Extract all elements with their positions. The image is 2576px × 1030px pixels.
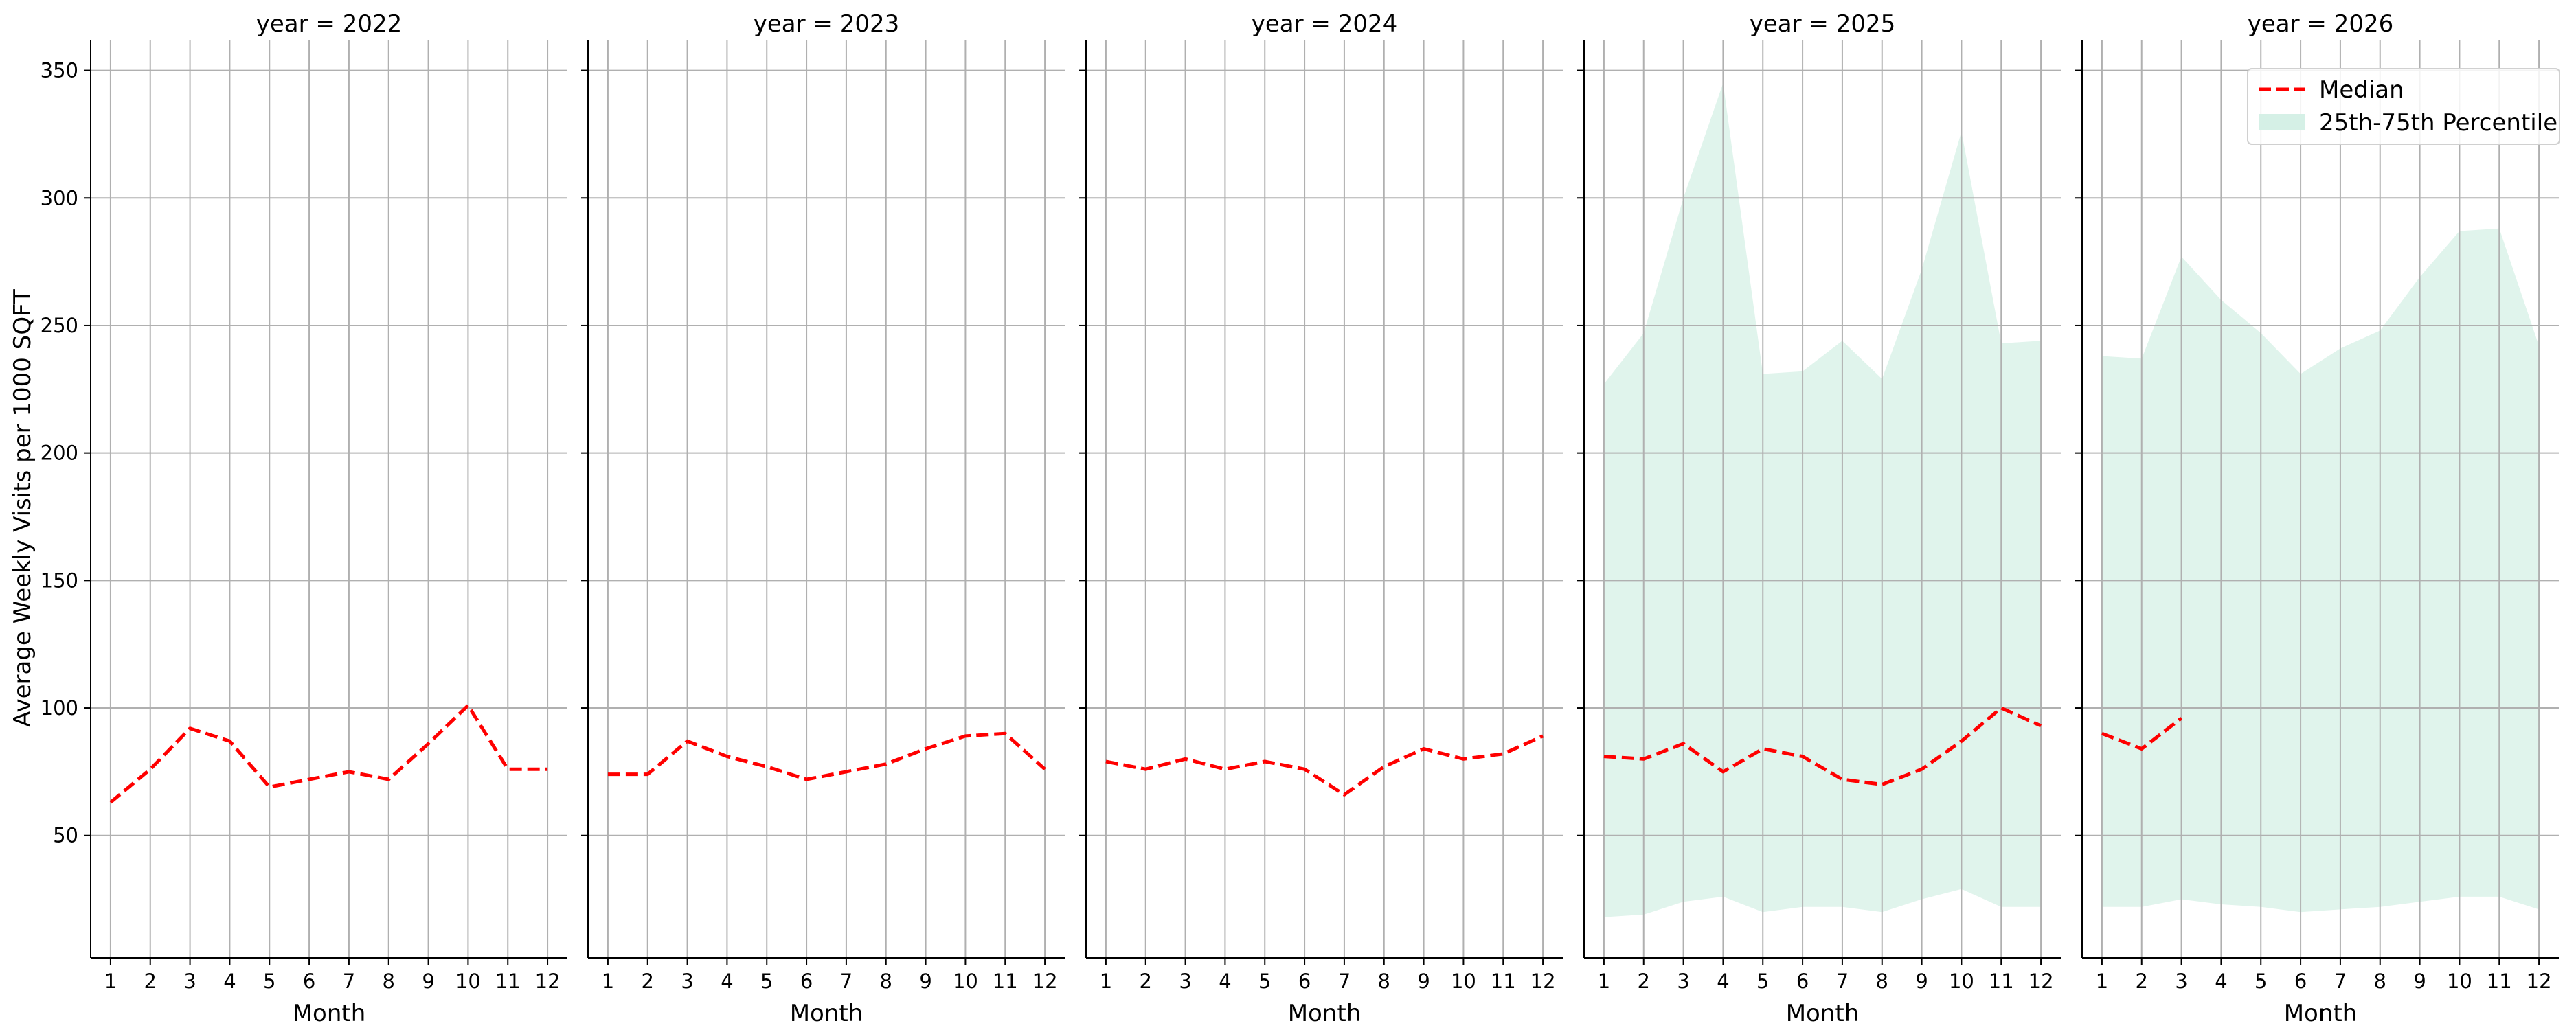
panels-group: 1 2 3 4 5 6 7 8 9 10 11 1250100150200250300350year … <box>41 10 2559 1027</box>
x-tick-label: 12 <box>1530 970 1556 993</box>
y-tick-label: 150 <box>41 569 78 592</box>
x-axis-label: Month <box>2284 1000 2358 1027</box>
x-tick-label: 3 <box>2175 970 2187 993</box>
median-line <box>1105 734 1544 797</box>
x-tick-label: 9 <box>919 970 931 993</box>
x-tick-label: 3 <box>1677 970 1689 993</box>
y-tick-label: 300 <box>41 186 78 209</box>
x-tick-label: 7 <box>1338 970 1351 993</box>
y-axis-label: Average Weekly Visits per 1000 SQFT <box>9 289 36 727</box>
y-tick-label: 200 <box>41 442 78 465</box>
x-tick-label: 5 <box>263 970 275 993</box>
x-tick-label: 9 <box>1417 970 1430 993</box>
x-tick-label: 6 <box>303 970 315 993</box>
x-tick-label: 2 <box>1638 970 1650 993</box>
x-axis-label: Month <box>1786 1000 1860 1027</box>
x-tick-label: 8 <box>383 970 395 993</box>
x-tick-label: 2 <box>2136 970 2148 993</box>
x-tick-label: 9 <box>422 970 434 993</box>
x-tick-label: 1 <box>602 970 614 993</box>
panel-title: year = 2024 <box>1252 10 1397 38</box>
y-tick-label: 50 <box>53 824 78 847</box>
x-tick-label: 11 <box>993 970 1018 993</box>
x-tick-label: 1 <box>2096 970 2108 993</box>
x-tick-label: 6 <box>2294 970 2307 993</box>
x-tick-label: 12 <box>2029 970 2054 993</box>
x-axis-label: Month <box>790 1000 863 1027</box>
x-tick-label: 7 <box>343 970 355 993</box>
panel-title: year = 2022 <box>256 10 402 38</box>
x-tick-label: 3 <box>1179 970 1191 993</box>
x-tick-label: 10 <box>1451 970 1476 993</box>
x-tick-label: 8 <box>1876 970 1888 993</box>
x-tick-label: 2 <box>1140 970 1152 993</box>
x-tick-label: 1 <box>1100 970 1112 993</box>
panel-title: year = 2023 <box>754 10 899 38</box>
x-tick-label: 7 <box>840 970 852 993</box>
x-tick-label: 2 <box>144 970 157 993</box>
x-tick-label: 10 <box>953 970 978 993</box>
legend-band-swatch <box>2259 114 2305 130</box>
x-axis-label: Month <box>1288 1000 1362 1027</box>
y-tick-label: 100 <box>41 696 78 720</box>
x-tick-label: 9 <box>2413 970 2426 993</box>
panel-1: 1 2 3 4 5 6 7 8 9 10 11 1250100150200250300350year … <box>41 10 567 1027</box>
x-tick-label: 7 <box>2334 970 2347 993</box>
legend: Median 25th-75th Percentile <box>2247 68 2560 145</box>
x-tick-label: 4 <box>2215 970 2227 993</box>
x-tick-label: 11 <box>495 970 521 993</box>
x-tick-label: 4 <box>1219 970 1231 993</box>
x-tick-label: 10 <box>2447 970 2472 993</box>
x-tick-label: 12 <box>1032 970 1058 993</box>
x-tick-label: 8 <box>1378 970 1390 993</box>
legend-label: Median <box>2319 76 2404 104</box>
x-tick-label: 6 <box>1796 970 1809 993</box>
x-tick-label: 5 <box>760 970 773 993</box>
x-tick-label: 10 <box>455 970 481 993</box>
x-tick-label: 6 <box>800 970 813 993</box>
x-tick-label: 11 <box>1491 970 1516 993</box>
x-tick-label: 5 <box>1258 970 1271 993</box>
percentile-band <box>2101 228 2540 913</box>
x-tick-label: 5 <box>1756 970 1769 993</box>
y-tick-label: 350 <box>41 59 78 82</box>
median-line <box>1603 706 2042 786</box>
legend-label: 25th-75th Percentile <box>2319 109 2557 137</box>
median-line <box>2101 716 2183 751</box>
median-line <box>109 703 548 804</box>
panel-title: year = 2025 <box>1750 10 1895 38</box>
panel-title: year = 2026 <box>2248 10 2393 38</box>
legend-frame <box>2247 68 2560 145</box>
x-tick-label: 4 <box>223 970 236 993</box>
x-tick-label: 11 <box>2487 970 2512 993</box>
x-tick-label: 3 <box>681 970 693 993</box>
x-axis-label: Month <box>293 1000 366 1027</box>
x-tick-label: 6 <box>1298 970 1311 993</box>
x-tick-label: 9 <box>1915 970 1928 993</box>
x-tick-label: 12 <box>535 970 561 993</box>
x-tick-label: 1 <box>104 970 117 993</box>
x-tick-label: 5 <box>2255 970 2267 993</box>
median-line <box>607 731 1046 781</box>
y-tick-label: 250 <box>41 314 78 337</box>
x-tick-label: 8 <box>2374 970 2386 993</box>
x-tick-label: 2 <box>642 970 654 993</box>
x-tick-label: 12 <box>2527 970 2552 993</box>
x-tick-label: 1 <box>1598 970 1610 993</box>
x-tick-label: 4 <box>721 970 733 993</box>
x-tick-label: 10 <box>1949 970 1974 993</box>
x-tick-label: 3 <box>183 970 196 993</box>
x-tick-label: 4 <box>1717 970 1729 993</box>
x-tick-label: 11 <box>1989 970 2014 993</box>
x-tick-label: 7 <box>1836 970 1849 993</box>
x-tick-label: 8 <box>880 970 892 993</box>
